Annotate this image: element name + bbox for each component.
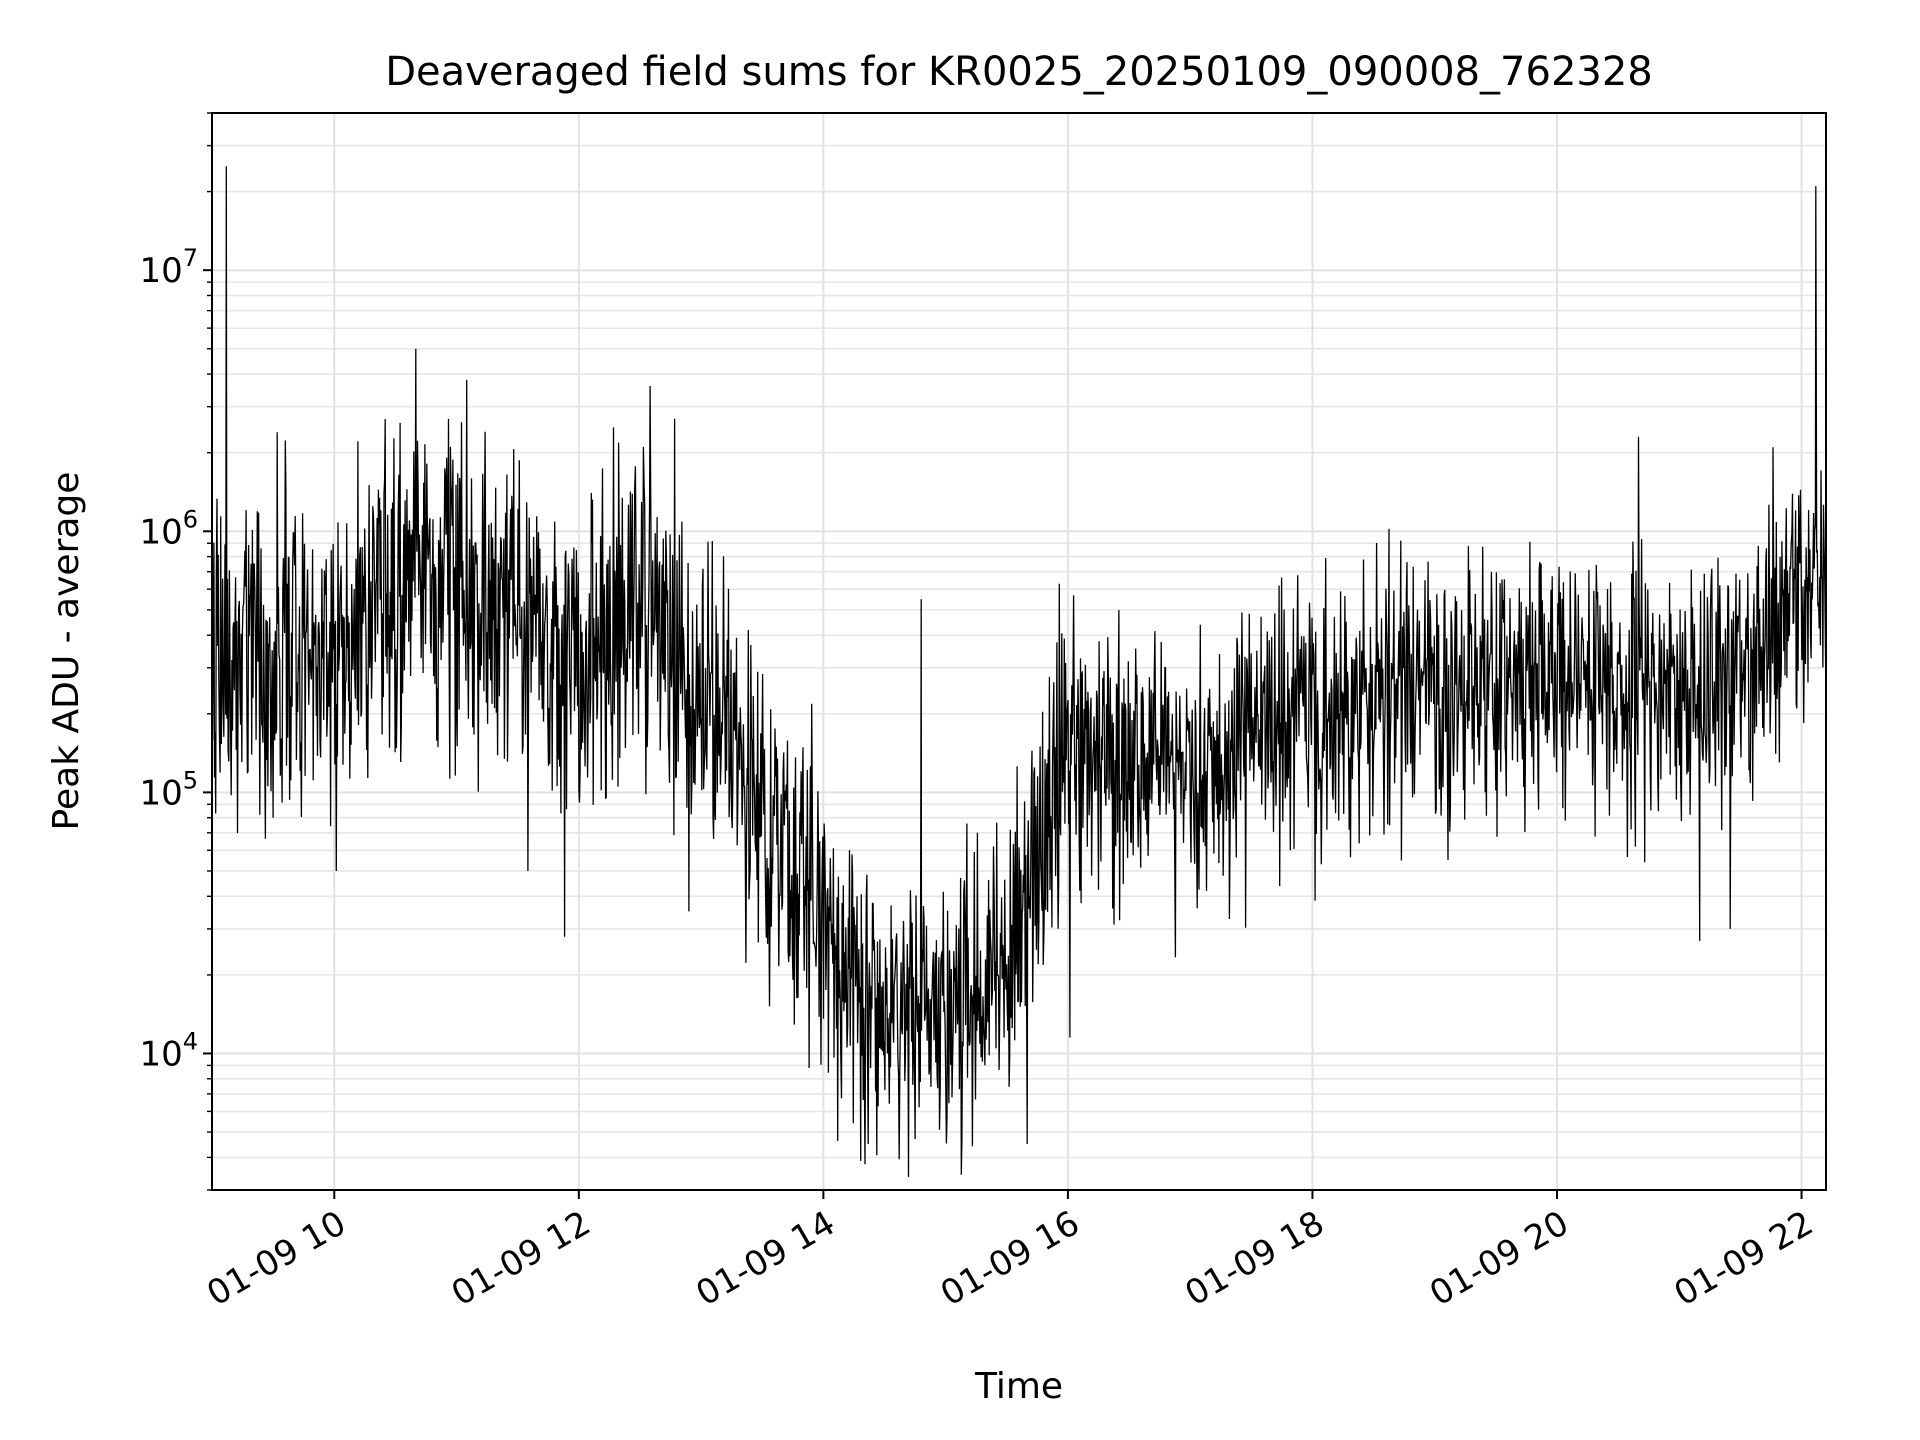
y-tick-label: 107 [139,244,198,291]
x-tick-label: 01-09 20 [1423,1203,1575,1314]
y-tick-label: 104 [139,1027,198,1074]
x-tick-label: 01-09 12 [445,1203,597,1314]
series-line [211,166,1827,1177]
plot-frame [211,112,1827,1191]
x-tick-label: 01-09 10 [200,1203,352,1314]
x-tick-label: 01-09 14 [689,1203,841,1314]
y-tick-label: 106 [139,505,198,552]
x-tick-label: 01-09 22 [1668,1203,1820,1314]
y-tick-label: 105 [139,766,198,813]
chart-title: Deaveraged field sums for KR0025_2025010… [385,49,1653,95]
y-axis-label: Peak ADU - average [46,472,87,831]
x-axis-label: Time [974,1366,1063,1407]
x-tick-label: 01-09 18 [1179,1203,1331,1314]
x-tick-label: 01-09 16 [934,1203,1086,1314]
grid-layer [212,112,1826,1191]
data-layer [211,166,1827,1177]
